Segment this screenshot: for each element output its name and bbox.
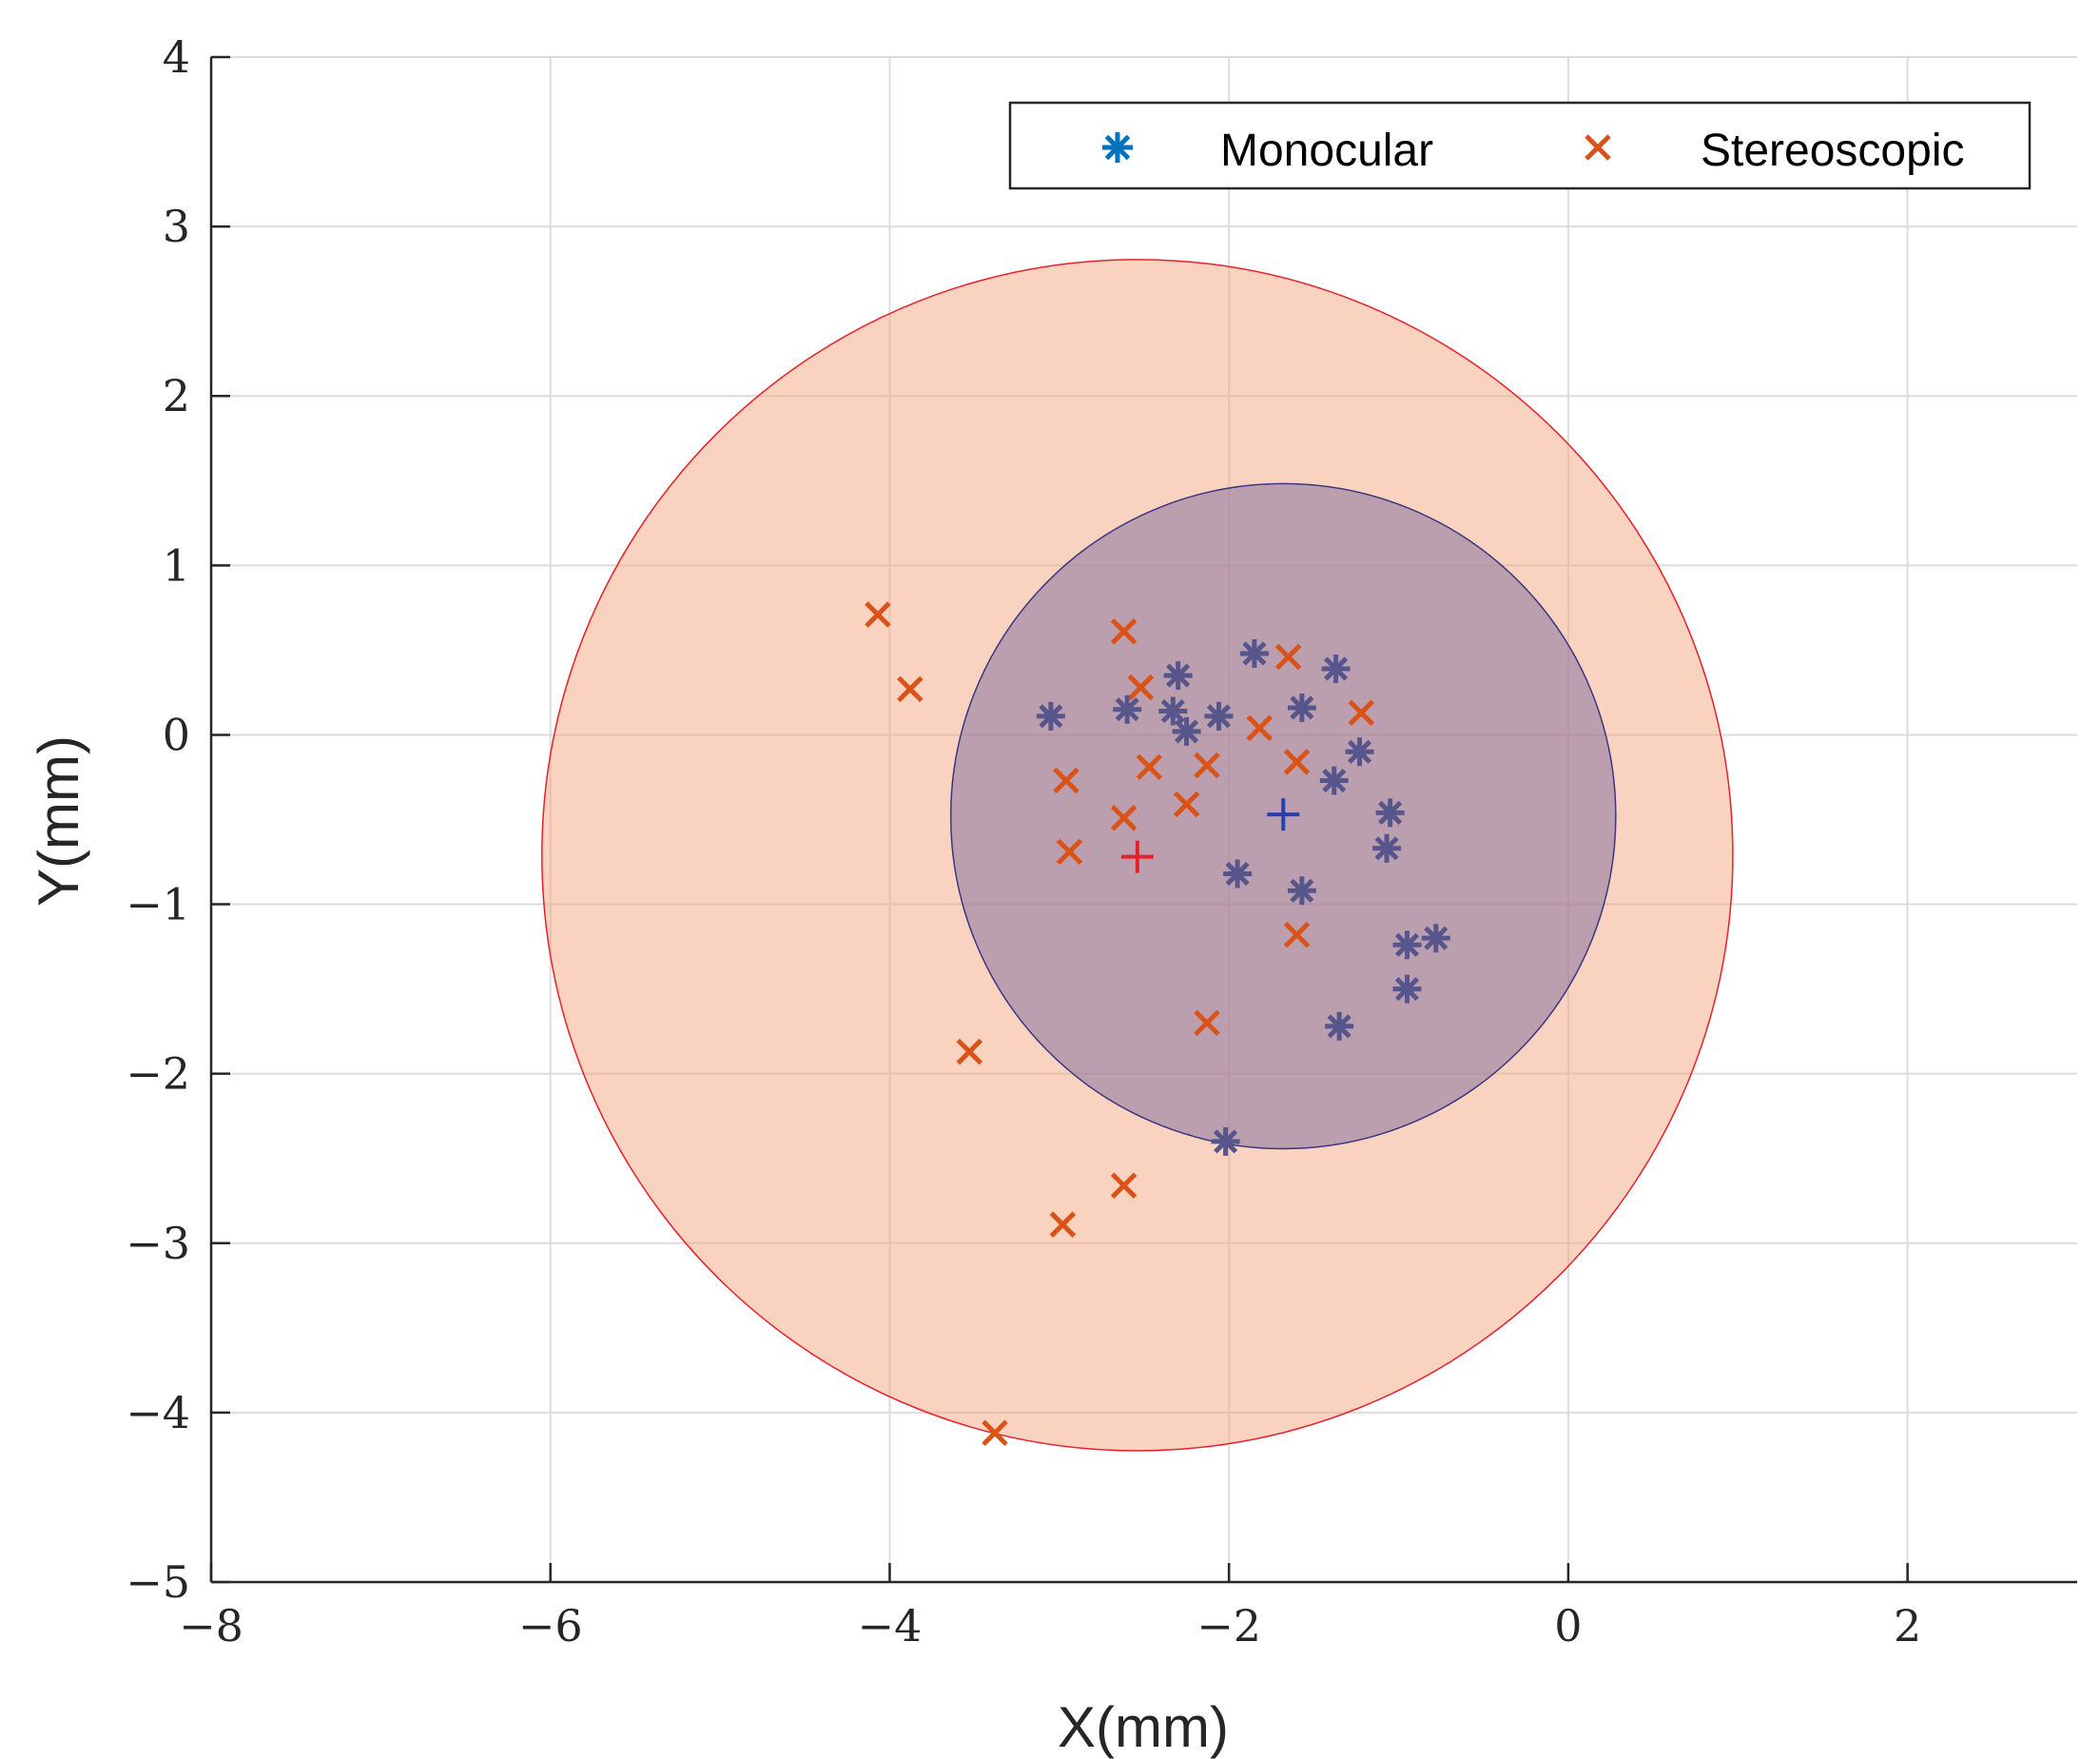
x-axis-title: X(mm) [1058, 1695, 1229, 1759]
monocular-point [1375, 798, 1405, 828]
legend-asterisk-icon [1102, 132, 1133, 163]
monocular-point [1287, 876, 1316, 906]
monocular-point [1223, 859, 1253, 889]
stereoscopic-point [1049, 1211, 1077, 1238]
monocular-point [1113, 694, 1142, 724]
stereoscopic-point [897, 675, 924, 703]
y-tick-label: −3 [126, 1218, 190, 1269]
legend-marker-stereoscopic [1585, 134, 1611, 161]
stereoscopic-point [865, 601, 891, 628]
stereoscopic-point [1194, 1009, 1220, 1037]
stereoscopic-point [1348, 699, 1375, 727]
monocular-point [1345, 737, 1374, 767]
data-points [865, 601, 1450, 1447]
monocular-point [1421, 924, 1450, 953]
stereoscopic-point [1127, 674, 1155, 701]
legend-box [1008, 101, 2032, 190]
y-axis-title: Y(mm) [27, 735, 90, 907]
stereoscopic-point [956, 1038, 983, 1065]
stereoscopic-point [1283, 749, 1311, 775]
monocular-point [1287, 693, 1316, 722]
stereoscopic-point [1136, 753, 1163, 781]
y-tick-label: 2 [163, 370, 190, 421]
x-tick-label: −2 [1196, 1600, 1261, 1652]
y-tick-label: −1 [126, 879, 190, 930]
legend: Monocular Stereoscopic [1008, 101, 2032, 190]
x-tick-label: −8 [179, 1600, 243, 1652]
stereoscopic-point [1194, 752, 1220, 779]
stereoscopic-point [1110, 618, 1138, 645]
y-tick-label: −4 [126, 1387, 190, 1438]
y-tick-label: 4 [163, 31, 190, 83]
monocular-point [1158, 696, 1188, 726]
monocular-point [1372, 833, 1402, 863]
tick-labels: −8 −6 −4 −2 0 2 −5 −4 −3 −2 −1 0 1 2 3 4 [126, 31, 1921, 1652]
legend-x-icon [1585, 134, 1611, 161]
y-tick-label: −2 [126, 1048, 190, 1100]
x-tick-label: 0 [1554, 1600, 1582, 1652]
stereoscopic-point [1246, 714, 1274, 742]
y-tick-label: 0 [163, 709, 190, 760]
monocular-point [1392, 974, 1422, 1004]
monocular-point [1172, 716, 1201, 746]
stereoscopic-point [1056, 838, 1083, 866]
legend-label-monocular: Monocular [1220, 126, 1433, 176]
y-tick-label: −5 [126, 1556, 190, 1608]
x-tick-label: 2 [1894, 1600, 1921, 1652]
monocular-point [1239, 638, 1269, 668]
monocular-point [1036, 701, 1065, 731]
legend-marker-monocular [1102, 132, 1133, 163]
stereoscopic-point [1173, 791, 1200, 818]
axes [209, 55, 2077, 1584]
monocular-point [1319, 766, 1349, 795]
monocular-point [1325, 1011, 1354, 1041]
stereoscopic-point [982, 1419, 1008, 1447]
legend-label-stereoscopic: Stereoscopic [1701, 126, 1964, 176]
x-tick-label: −6 [518, 1600, 583, 1652]
stereoscopic-point [1283, 921, 1311, 948]
stereoscopic-point [1110, 804, 1138, 831]
centroid-markers [1120, 798, 1300, 873]
monocular-point [1392, 930, 1422, 960]
monocular-mean-marker [1267, 798, 1300, 831]
stereoscopic-mean-marker [1120, 840, 1154, 873]
monocular-point [1321, 654, 1351, 683]
y-tick-label: 3 [163, 201, 190, 252]
stereoscopic-point [1110, 1172, 1138, 1199]
monocular-point [1204, 701, 1234, 731]
monocular-point [1163, 661, 1193, 691]
y-tick-label: 1 [163, 539, 190, 591]
stereoscopic-point [1274, 643, 1302, 671]
stereoscopic-point [1053, 767, 1079, 794]
x-tick-label: −4 [858, 1600, 923, 1652]
monocular-point [1211, 1126, 1240, 1156]
